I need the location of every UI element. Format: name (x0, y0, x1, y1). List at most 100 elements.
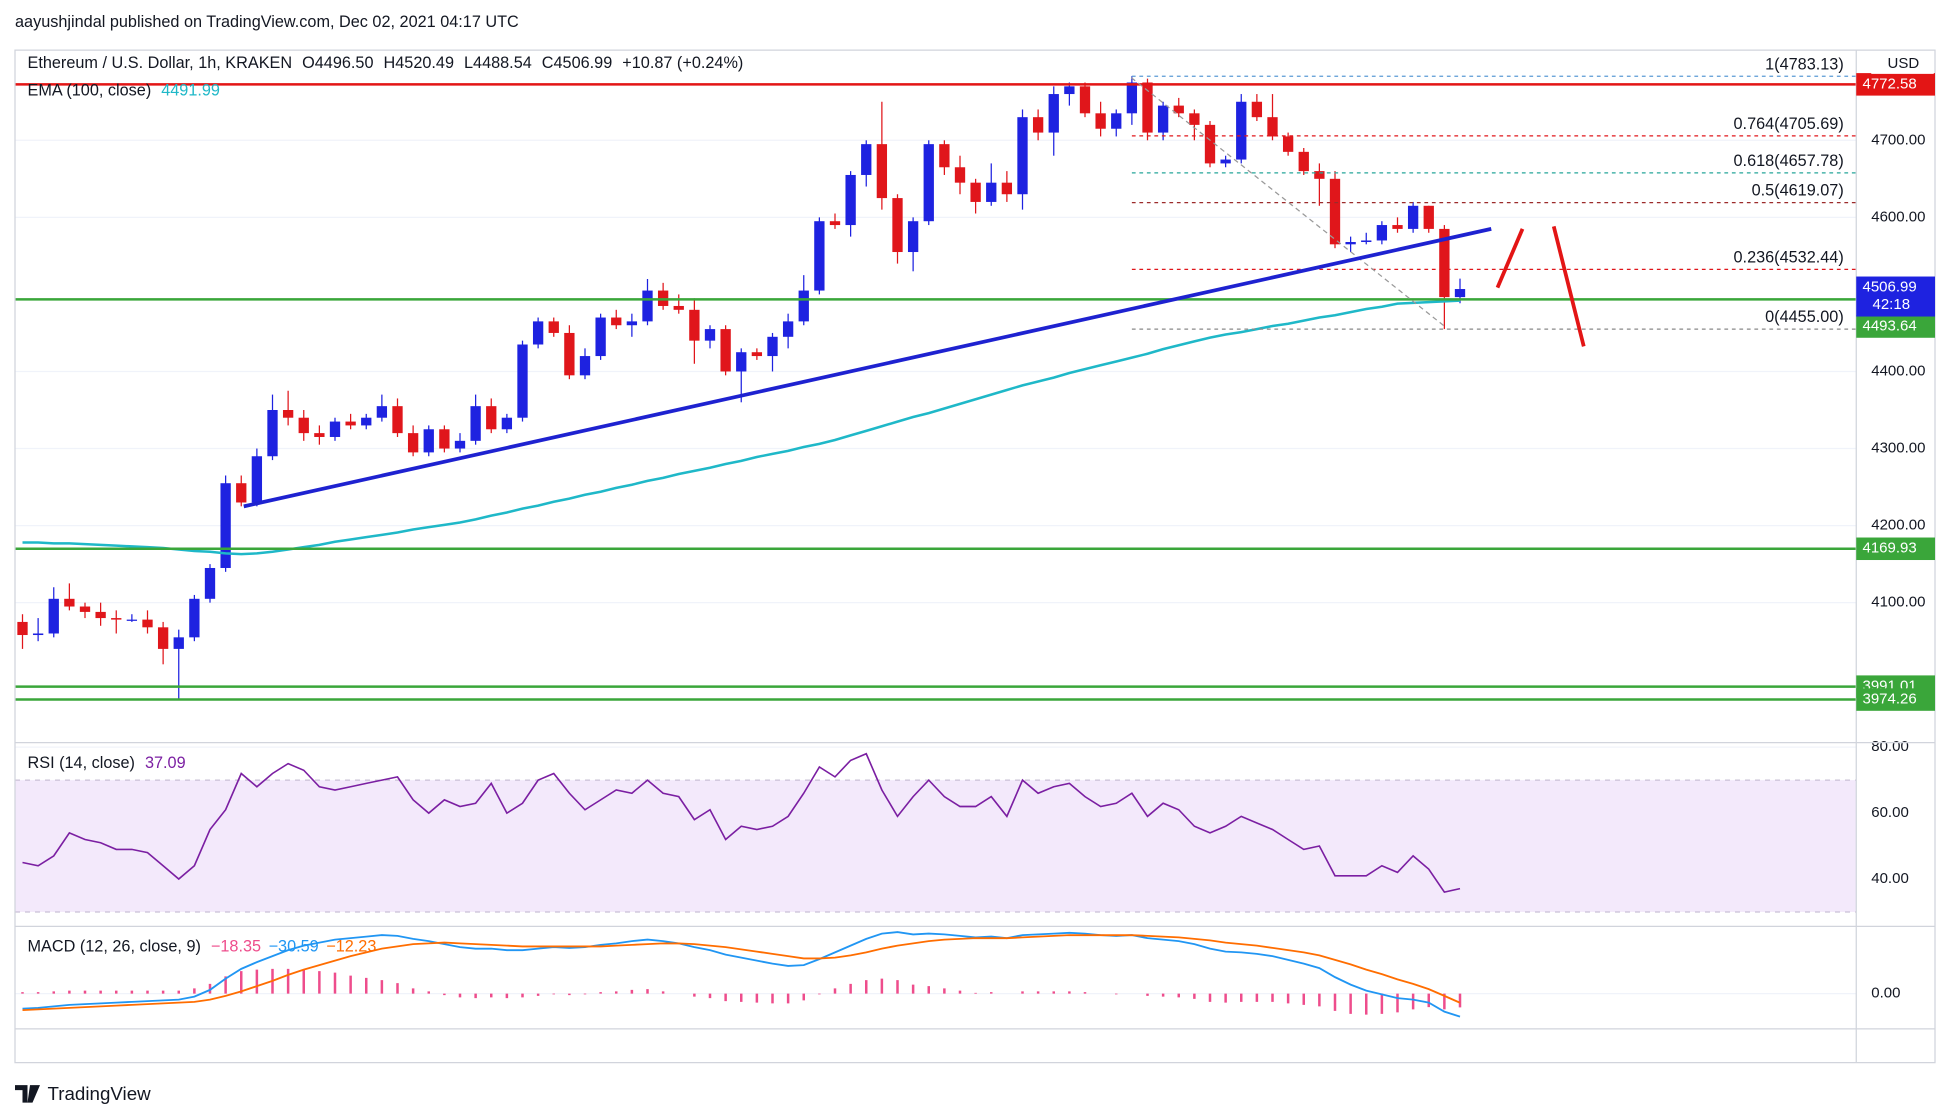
candle-body (1282, 136, 1294, 152)
histogram-bar (240, 971, 243, 994)
level-tag-label: 4169.93 (1863, 540, 1917, 557)
drawings (243, 77, 1586, 509)
histogram-bar (474, 993, 477, 999)
histogram-bar (615, 991, 618, 994)
candle-body (126, 619, 138, 621)
candle-body (782, 321, 794, 337)
candle-body (361, 417, 372, 426)
candle-body (548, 321, 559, 333)
fib-label: 0(4455.00) (1765, 308, 1844, 326)
histogram-bar (1115, 993, 1118, 995)
candle-body (111, 618, 122, 620)
candle-body (173, 637, 184, 649)
logo-icon (15, 1085, 40, 1103)
candle-body (907, 221, 919, 253)
histogram-bar (1052, 991, 1055, 994)
histogram-bar (255, 969, 259, 994)
histogram-bar (1208, 993, 1212, 1002)
histogram-bar (1177, 993, 1180, 998)
signal-value: −12.23 (326, 938, 376, 956)
candle-body (251, 456, 263, 503)
candle-body (17, 621, 28, 636)
candle-body (1142, 82, 1153, 133)
rsi-title: RSI (14, close) (28, 754, 135, 772)
candle-body (1376, 225, 1388, 241)
histogram-bar (427, 991, 430, 994)
candle-body (1189, 113, 1200, 125)
candle-body (1314, 171, 1325, 179)
candle-body (892, 198, 903, 253)
candle-body (470, 406, 481, 441)
y-tick-label: 4100.00 (1871, 594, 1925, 611)
histogram-bar (380, 980, 384, 994)
arrow-down (1551, 225, 1586, 347)
histogram-bar (693, 993, 696, 997)
candle-body (345, 421, 356, 426)
candle-body (314, 433, 325, 437)
histogram-bar (1146, 993, 1149, 996)
histogram-bar (224, 976, 227, 994)
histogram-bar (1443, 993, 1446, 1010)
y-tick-label: 80.00 (1871, 738, 1909, 755)
arrow-up (1495, 228, 1525, 289)
candle-body (798, 290, 809, 322)
currency-box (1871, 51, 1934, 74)
histogram-bar (943, 988, 946, 994)
histogram-bar (990, 992, 993, 994)
histogram-bar (333, 972, 337, 994)
candle-body (970, 182, 981, 202)
ema-name: EMA (100, close) (28, 82, 152, 100)
candle-body (1454, 289, 1466, 298)
candle-body (1173, 105, 1184, 114)
candle-body (829, 221, 841, 226)
macd-title: MACD (12, 26, close, 9) (28, 938, 201, 956)
histogram-bar (36, 992, 40, 994)
low-label: L4488.54 (464, 54, 532, 72)
histogram-bar (583, 993, 587, 995)
histogram-bar (521, 993, 524, 998)
candle-body (32, 633, 44, 636)
y-tick-label: 4700.00 (1871, 131, 1925, 148)
histogram-bar (865, 980, 868, 994)
macd-line (22, 931, 1461, 1018)
candle-body (1423, 205, 1434, 229)
candle-body (845, 174, 856, 226)
candle-body (704, 329, 716, 341)
candle-body (517, 344, 528, 418)
close-label: C4506.99 (542, 54, 612, 72)
histogram-bar (1333, 993, 1337, 1011)
candle-body (376, 406, 388, 418)
signal-line (22, 934, 1461, 1012)
macd-value: −30.59 (269, 938, 319, 956)
candle-body (861, 144, 872, 175)
histogram-bar (146, 990, 149, 994)
histogram-bar (849, 983, 852, 994)
candle-body (923, 144, 934, 222)
candle-body (611, 317, 622, 326)
candle-body (95, 611, 106, 619)
brand: TradingView (48, 1083, 152, 1104)
candle-body (64, 598, 75, 607)
y-tick-label: 4600.00 (1871, 208, 1925, 225)
candle-body (939, 144, 950, 168)
level-tag (1856, 688, 1935, 711)
histogram-bar (458, 993, 462, 998)
last-price-label: 4506.99 (1863, 279, 1917, 296)
candle-body (689, 309, 700, 341)
histogram-bar (1193, 993, 1196, 999)
histogram-bar (740, 993, 743, 1002)
histogram-bar (83, 990, 87, 994)
candle-body (767, 336, 778, 357)
histogram-bar (786, 993, 790, 1004)
histogram-bar (396, 983, 399, 994)
candle-body (189, 598, 200, 638)
candle-body (204, 567, 216, 599)
candle-body (1111, 113, 1122, 129)
histogram-bar (1318, 993, 1321, 1007)
candle-body (1439, 228, 1450, 298)
histogram-bar (99, 990, 102, 994)
histogram-bar (1161, 993, 1165, 997)
histogram-bar (505, 993, 509, 999)
candle-body (564, 332, 575, 376)
